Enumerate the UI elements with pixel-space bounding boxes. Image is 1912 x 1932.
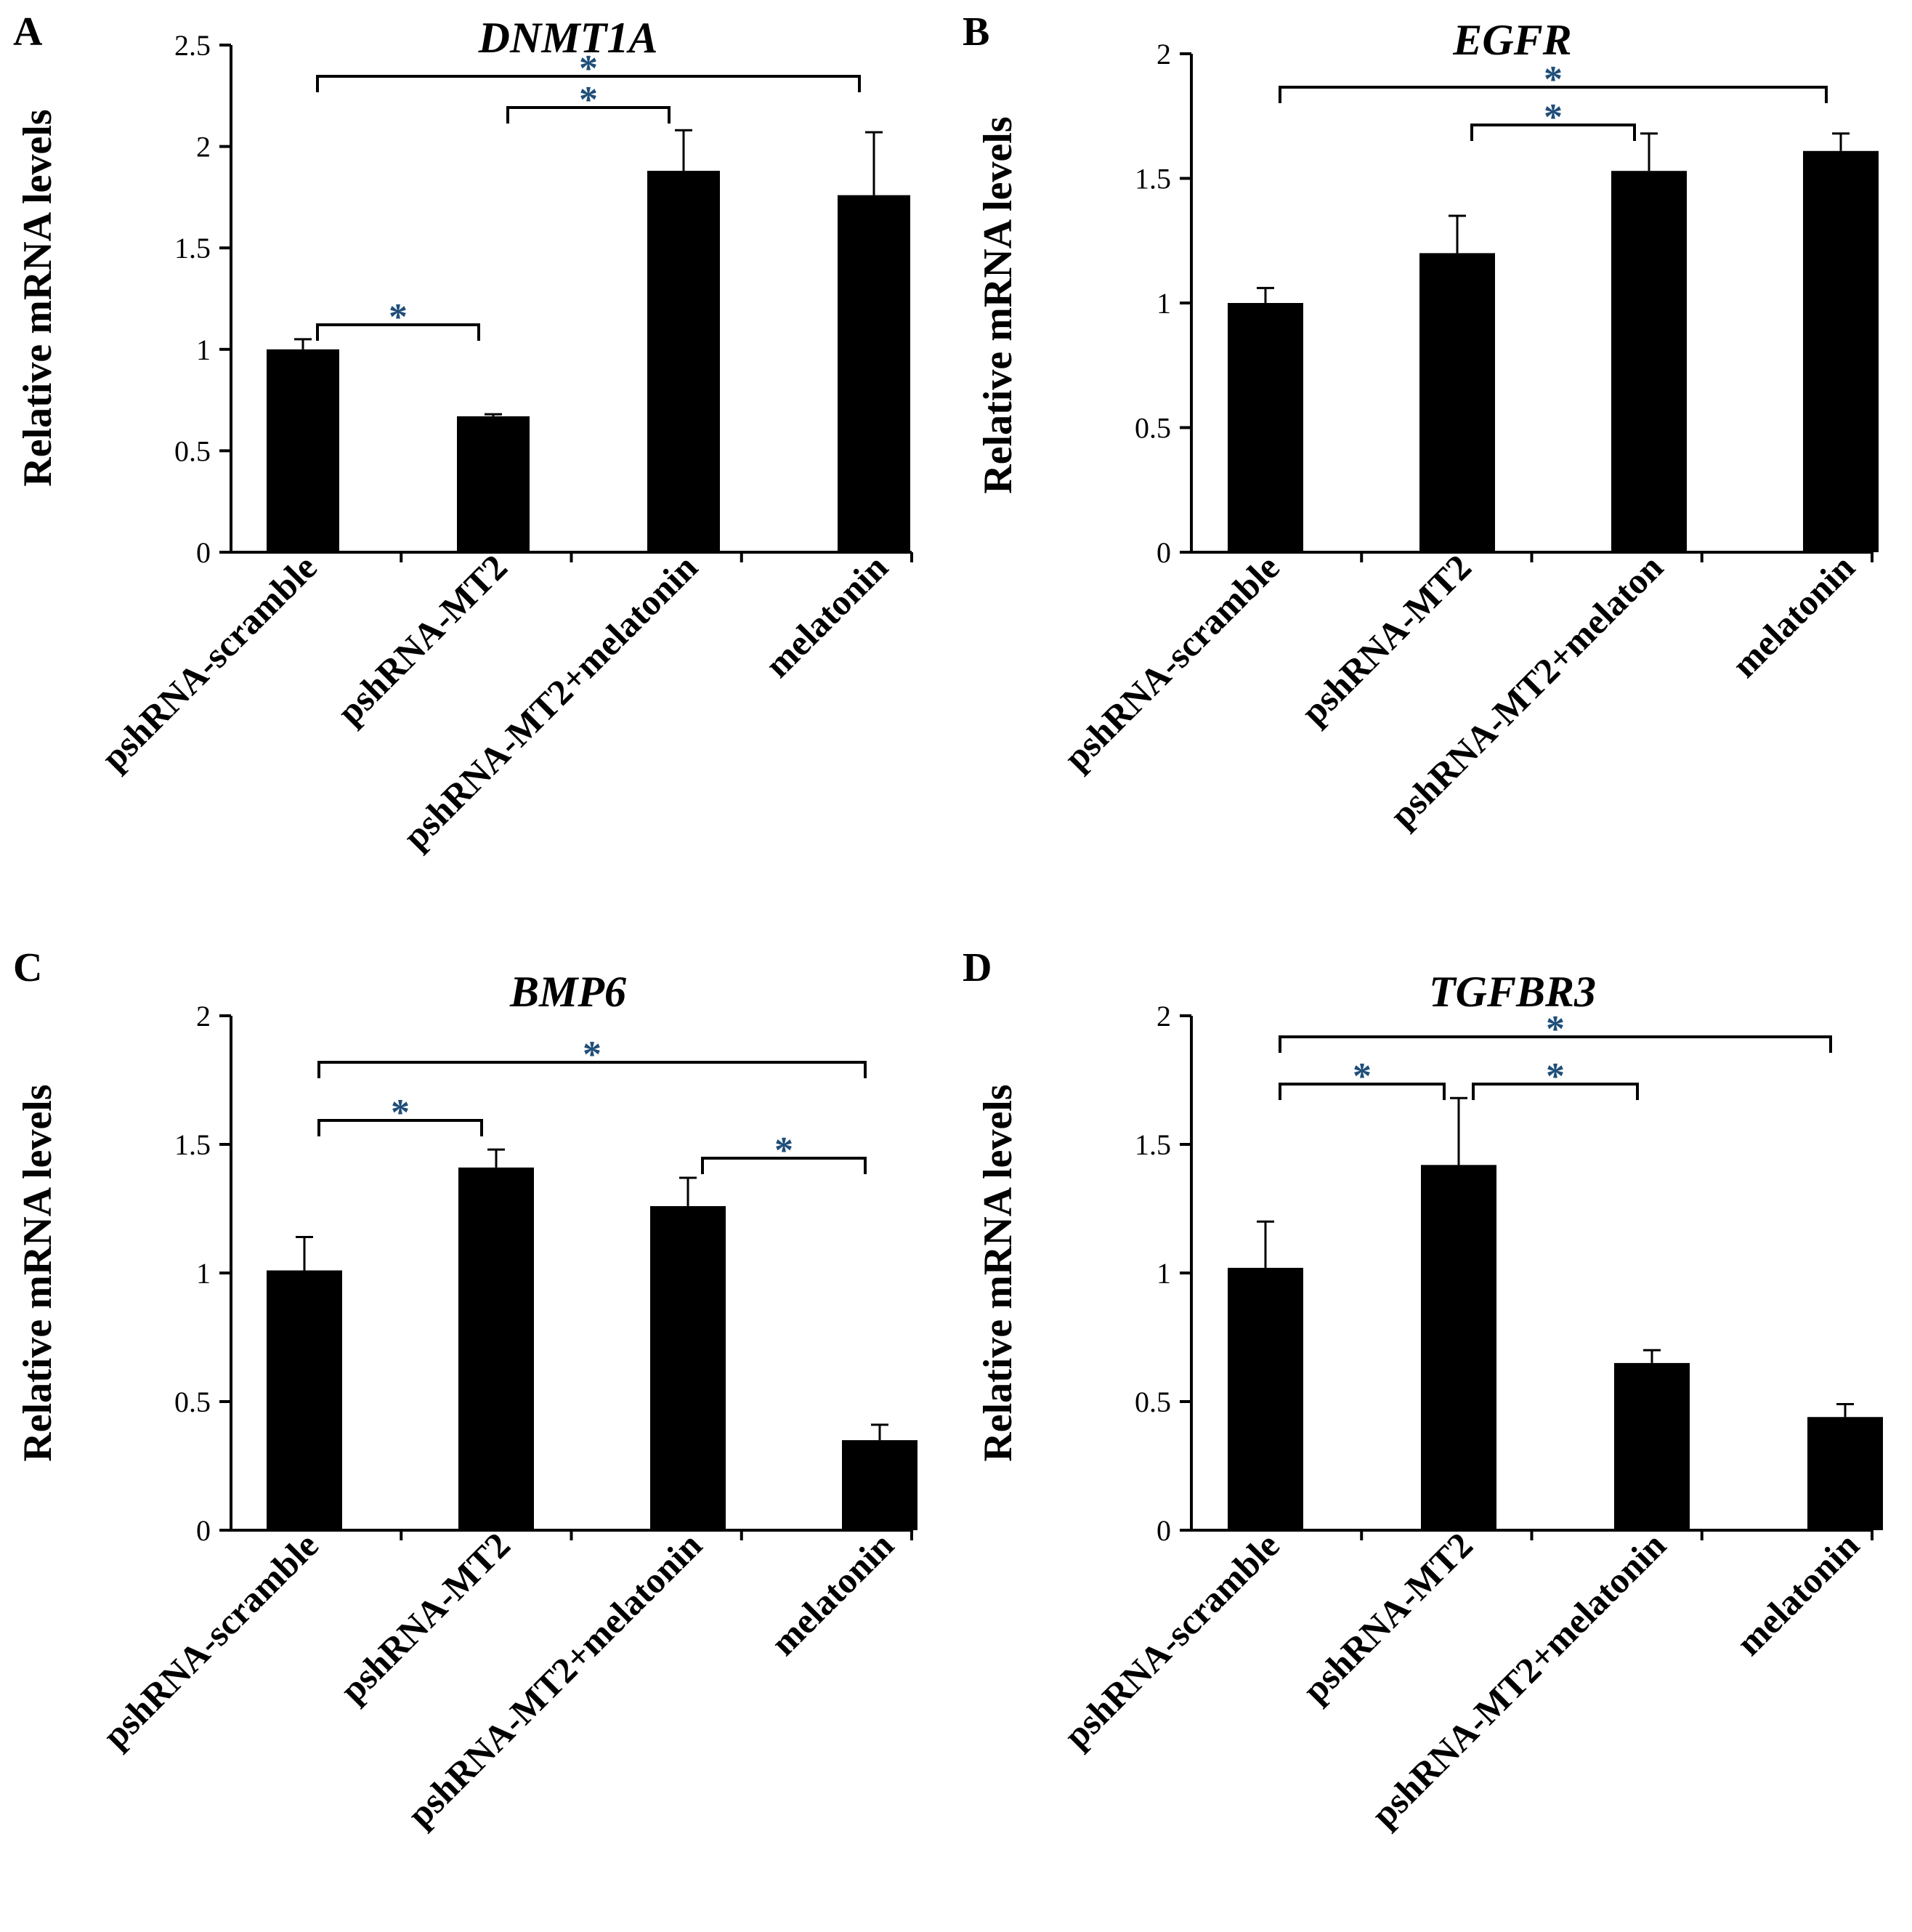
bar	[1419, 253, 1495, 552]
x-tick-label: pshRNA-MT2	[1293, 546, 1479, 732]
bar	[1421, 1165, 1496, 1530]
x-tick-label: melatonin	[1728, 1524, 1867, 1663]
x-tick-label: pshRNA-scramble	[94, 1524, 326, 1756]
y-tick-label: 0	[196, 536, 211, 569]
y-tick-label: 1.5	[1135, 163, 1171, 195]
bar	[267, 349, 339, 552]
panel-letter: B	[963, 9, 989, 54]
y-tick-label: 0.5	[1135, 412, 1171, 445]
y-axis-label: Relative mRNA levels	[15, 1084, 60, 1461]
chart-title: BMP6	[509, 968, 626, 1016]
panel-letter: D	[963, 945, 992, 990]
chart-title: TGFBR3	[1429, 968, 1596, 1016]
significance-star: *	[579, 48, 598, 89]
x-tick-label: pshRNA-scramble	[93, 546, 325, 778]
significance-star: *	[389, 296, 408, 338]
significance-star: *	[583, 1034, 601, 1075]
x-tick-label: pshRNA-MT2	[332, 1524, 518, 1710]
y-tick-label: 2	[1156, 1000, 1171, 1032]
panel-letter: C	[13, 945, 42, 990]
bar	[647, 171, 720, 552]
significance-bracket	[317, 1061, 867, 1078]
bar	[1228, 303, 1303, 552]
y-tick-label: 1.5	[174, 1128, 211, 1161]
x-tick-label: pshRNA-scramble	[1056, 1524, 1287, 1756]
y-tick-label: 0	[1156, 536, 1171, 569]
y-axis-label: Relative mRNA levels	[15, 109, 60, 486]
significance-bracket	[1279, 1083, 1446, 1100]
significance-bracket	[316, 323, 480, 341]
bar	[842, 1440, 917, 1530]
bar	[838, 195, 910, 552]
x-tick-label: melatonin	[763, 1524, 902, 1663]
panel-letter: A	[13, 9, 43, 54]
significance-star: *	[391, 1092, 410, 1133]
y-tick-label: 0.5	[174, 1386, 211, 1418]
significance-star: *	[1544, 59, 1563, 100]
bar	[1807, 1417, 1883, 1530]
y-tick-label: 2	[1156, 38, 1171, 70]
y-tick-label: 0.5	[1135, 1386, 1171, 1418]
y-tick-label: 1	[1156, 1257, 1171, 1290]
y-tick-label: 0.5	[174, 435, 211, 467]
bar	[267, 1270, 342, 1530]
y-tick-label: 0	[1156, 1514, 1171, 1547]
x-tick-label: melatonin	[1724, 546, 1863, 685]
bar	[457, 416, 530, 552]
significance-star: *	[774, 1130, 793, 1171]
chart-title: DNMT1A	[478, 14, 658, 62]
significance-bracket	[1470, 124, 1636, 141]
chart-panel-c: C BMP6 Relative mRNA levels 0 0.5 1 1.5 2 pshRNA…	[13, 945, 917, 1835]
chart-panel-a: A DNMT1A Relative mRNA levels 0 0.5 1 1.5 2 2.5 p…	[13, 9, 913, 857]
y-tick-label: 2.5	[174, 29, 211, 62]
y-tick-label: 1.5	[174, 232, 211, 264]
significance-star: *	[1353, 1056, 1372, 1097]
bar	[1228, 1267, 1303, 1530]
bar	[458, 1167, 534, 1530]
chart-title: EGFR	[1452, 16, 1571, 64]
chart-panel-b: B EGFR Relative mRNA levels 0 0.5 1 1.5 2 pshRNA…	[963, 9, 1879, 836]
significance-bracket	[1279, 1035, 1832, 1053]
y-axis-label: Relative mRNA levels	[976, 116, 1021, 493]
x-tick-label: pshRNA-MT2	[1295, 1524, 1480, 1710]
y-tick-label: 1	[196, 1257, 211, 1290]
significance-bracket	[317, 1119, 483, 1136]
significance-bracket	[701, 1157, 867, 1174]
x-tick-label: melatonin	[757, 546, 896, 685]
significance-star: *	[1544, 97, 1563, 138]
significance-bracket	[506, 106, 671, 124]
x-tick-label: pshRNA-MT2	[329, 546, 515, 732]
significance-star: *	[579, 79, 598, 121]
significance-bracket	[316, 75, 861, 92]
significance-bracket	[1279, 86, 1828, 103]
y-tick-label: 0	[196, 1514, 211, 1547]
bar	[1614, 1362, 1690, 1530]
bar	[1611, 171, 1687, 552]
y-tick-label: 2	[196, 131, 211, 163]
chart-panel-d: D TGFBR3 Relative mRNA levels 0 0.5 1 1.5 2 pshR…	[963, 945, 1883, 1835]
y-tick-label: 1	[196, 334, 211, 366]
bar	[650, 1205, 726, 1530]
y-axis-label: Relative mRNA levels	[976, 1084, 1021, 1461]
significance-bracket	[1472, 1083, 1639, 1100]
x-tick-label: pshRNA-scramble	[1056, 546, 1287, 778]
significance-star: *	[1546, 1009, 1565, 1050]
y-tick-label: 1	[1156, 287, 1171, 320]
bar	[1803, 150, 1879, 552]
y-tick-label: 2	[196, 1000, 211, 1032]
significance-star: *	[1546, 1056, 1565, 1097]
y-tick-label: 1.5	[1135, 1128, 1171, 1161]
